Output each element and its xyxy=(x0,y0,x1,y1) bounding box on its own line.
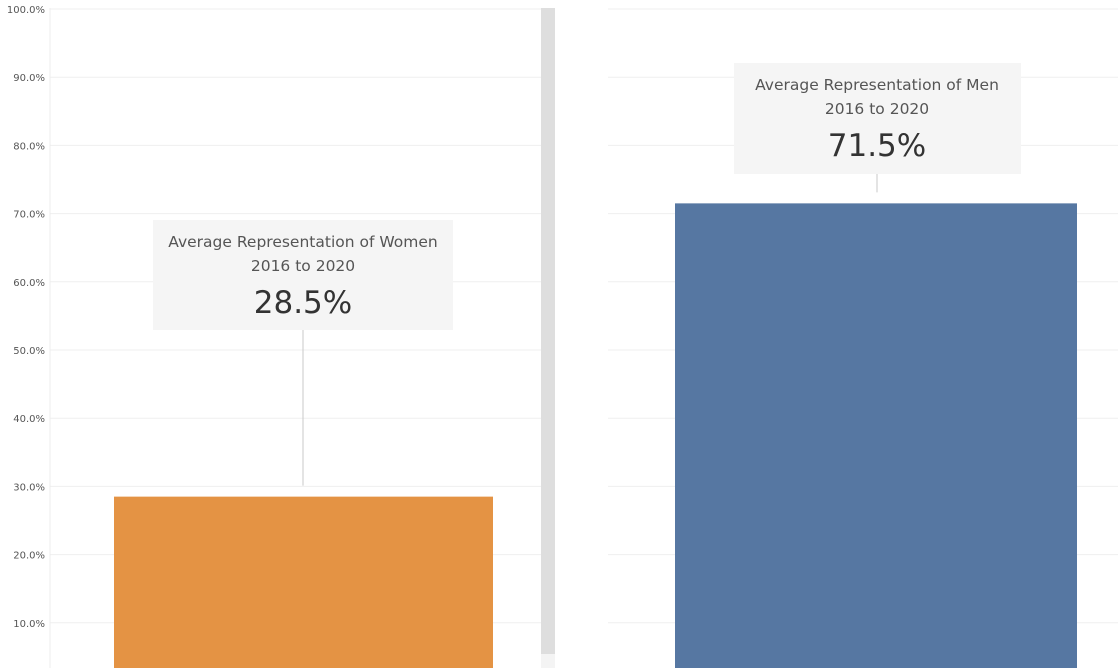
panel-divider-scrollbar[interactable] xyxy=(541,8,555,654)
y-tick-label: 100.0% xyxy=(7,5,45,16)
y-tick-label: 70.0% xyxy=(13,210,45,221)
annotation-box-women xyxy=(153,220,453,330)
y-tick-label: 10.0% xyxy=(13,619,45,630)
annotation-subtitle-men: 2016 to 2020 xyxy=(825,100,929,118)
y-tick-label: 20.0% xyxy=(13,551,45,562)
y-axis-tick-labels: 10.0% 20.0% 30.0% 40.0% 50.0% 60.0% 70.0% 80.0%… xyxy=(7,5,45,630)
annotation-value-women: 28.5% xyxy=(254,285,352,321)
annotation-title-men: Average Representation of Men xyxy=(755,76,999,94)
y-tick-label: 50.0% xyxy=(13,346,45,357)
y-tick-label: 90.0% xyxy=(13,73,45,84)
annotation-title-women: Average Representation of Women xyxy=(168,233,437,251)
bar-women[interactable] xyxy=(114,496,493,668)
panel-women: Average Representation of Women 2016 to … xyxy=(114,220,493,668)
y-tick-label: 40.0% xyxy=(13,414,45,425)
bar-men[interactable] xyxy=(675,203,1077,668)
y-tick-label: 30.0% xyxy=(13,482,45,493)
y-tick-label: 60.0% xyxy=(13,278,45,289)
annotation-subtitle-women: 2016 to 2020 xyxy=(251,257,355,275)
panel-divider-scrollbar-end xyxy=(541,654,555,668)
annotation-box-men xyxy=(734,63,1021,174)
panel-men: Average Representation of Men 2016 to 20… xyxy=(675,63,1077,668)
y-tick-label: 80.0% xyxy=(13,141,45,152)
annotation-value-men: 71.5% xyxy=(828,128,926,164)
